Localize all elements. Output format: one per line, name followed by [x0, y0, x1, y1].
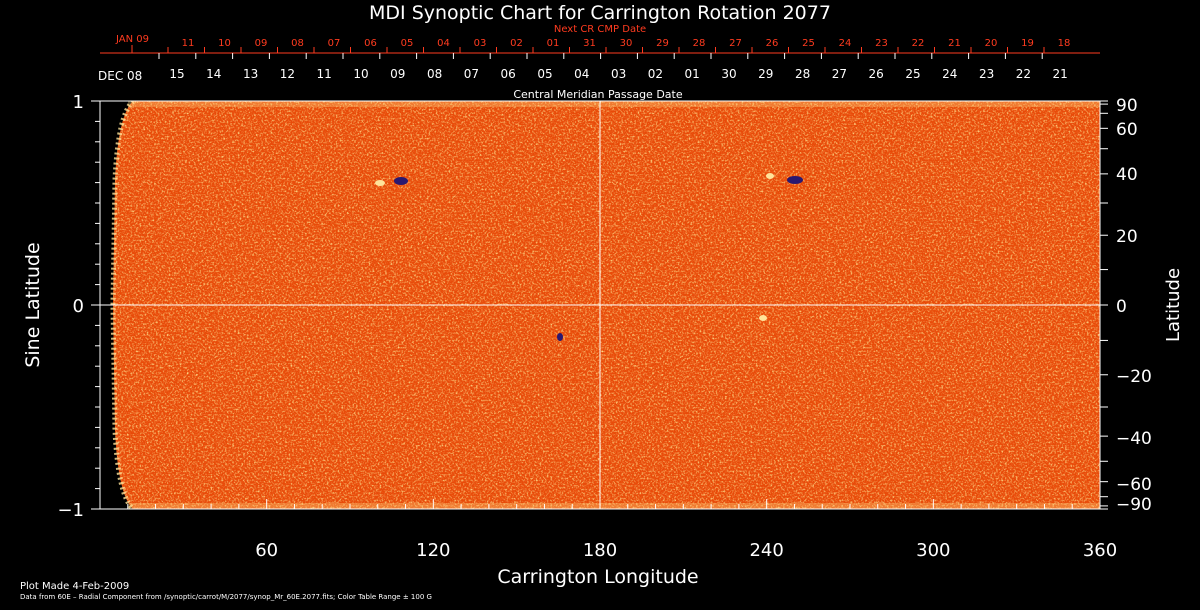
right-y-tick-label: −90 — [1116, 495, 1152, 515]
next-cmp-date-label: 30 — [620, 38, 633, 49]
cmp-date-label: 13 — [243, 67, 258, 81]
cmp-date-label: 15 — [169, 67, 184, 81]
left-y-tick-label: 1 — [73, 92, 84, 113]
left-y-tick-label: 0 — [73, 296, 84, 317]
cmp-date-label: 04 — [574, 67, 589, 81]
active-region-mark — [375, 180, 385, 186]
south-pole-band — [128, 503, 1100, 509]
cmp-date-label: 29 — [758, 67, 773, 81]
cmp-axis-title: Central Meridian Passage Date — [513, 88, 682, 101]
right-y-axis-title: Latitude — [1163, 268, 1184, 342]
cmp-date-label: 06 — [501, 67, 516, 81]
cmp-date-label: 08 — [427, 67, 442, 81]
cmp-date-labels: 15 14 13 12 11 10 09 08 07 06 05 04 03 02 01 30 29 28 27 26… — [158, 53, 1068, 81]
next-cmp-date-label: 27 — [729, 38, 742, 49]
cmp-date-axis: DEC 08 15 14 13 12 11 10 09 08 07 06 05 04 03 02 01 30 2… — [98, 53, 1068, 101]
next-cmp-date-label: 21 — [948, 38, 961, 49]
next-cmp-date-label: 19 — [1021, 38, 1034, 49]
next-cmp-date-label: 04 — [437, 38, 450, 49]
right-y-tick-label: −20 — [1116, 367, 1152, 387]
left-y-tick-label: −1 — [57, 500, 84, 521]
next-cmp-date-label: 20 — [985, 38, 998, 49]
cmp-date-label: 14 — [206, 67, 221, 81]
x-tick-label: 300 — [916, 540, 950, 561]
right-y-tick-label: 0 — [1116, 297, 1127, 317]
x-tick-label: 120 — [416, 540, 450, 561]
cmp-date-label: 27 — [832, 67, 847, 81]
cmp-date-label: 26 — [869, 67, 884, 81]
next-cmp-axis-title: Next CR CMP Date — [554, 24, 646, 35]
next-cmp-date-label: 03 — [474, 38, 487, 49]
next-cmp-date-label: 22 — [912, 38, 925, 49]
right-y-tick-label: −60 — [1116, 475, 1152, 495]
next-cmp-date-label: 08 — [291, 38, 304, 49]
next-cmp-date-label: 01 — [547, 38, 560, 49]
cmp-date-label: 05 — [537, 67, 552, 81]
next-cmp-date-label: 09 — [255, 38, 268, 49]
next-cmp-date-label: 25 — [802, 38, 815, 49]
x-axis-title: Carrington Longitude — [497, 566, 698, 588]
next-cmp-date-label: 23 — [875, 38, 888, 49]
active-region-mark — [766, 173, 774, 179]
left-y-axis-title: Sine Latitude — [22, 242, 44, 367]
active-region-marks — [375, 173, 803, 341]
cmp-date-label: 21 — [1053, 67, 1068, 81]
active-region-mark — [759, 315, 767, 321]
active-region-mark — [394, 177, 408, 185]
next-cmp-axis-start-label: JAN 09 — [115, 34, 149, 45]
right-y-tick-label: 90 — [1116, 96, 1138, 116]
x-tick-label: 240 — [749, 540, 783, 561]
active-region-mark — [787, 176, 803, 184]
cmp-date-label: 24 — [942, 67, 957, 81]
x-tick-label: 360 — [1083, 540, 1117, 561]
next-cmp-date-label: 18 — [1058, 38, 1071, 49]
cmp-date-label: 23 — [979, 67, 994, 81]
right-y-tick-label: −40 — [1116, 429, 1152, 449]
polar-edge-noise — [110, 101, 135, 509]
north-pole-band — [128, 101, 1100, 107]
cmp-date-label: 25 — [905, 67, 920, 81]
plot-made-note: Plot Made 4-Feb-2009 — [20, 581, 129, 592]
right-y-axis: 90 60 40 20 0 −20 −40 −60−90 — [1100, 96, 1152, 515]
cmp-date-label: 09 — [390, 67, 405, 81]
next-cmp-date-label: 29 — [656, 38, 669, 49]
cmp-date-label: 30 — [721, 67, 736, 81]
next-cmp-date-label: 11 — [182, 38, 195, 49]
right-y-tick-label: 40 — [1116, 165, 1138, 185]
cmp-date-label: 01 — [685, 67, 700, 81]
chart-title: MDI Synoptic Chart for Carrington Rotati… — [369, 2, 831, 24]
x-tick-label: 180 — [583, 540, 617, 561]
cmp-date-label: 10 — [353, 67, 368, 81]
x-tick-label: 60 — [255, 540, 278, 561]
left-y-axis: 1 0 −1 — [57, 92, 100, 521]
cmp-date-label: 03 — [611, 67, 626, 81]
right-y-tick-label: 20 — [1116, 227, 1138, 247]
data-source-note: Data from 60E – Radial Component from /s… — [20, 593, 432, 601]
next-cmp-date-label: 07 — [328, 38, 341, 49]
next-cmp-date-label: 28 — [693, 38, 706, 49]
cmp-date-label: 07 — [464, 67, 479, 81]
cmp-date-label: 11 — [317, 67, 332, 81]
cmp-date-label: 28 — [795, 67, 810, 81]
cmp-axis-start-label: DEC 08 — [98, 69, 142, 83]
cmp-date-label: 12 — [280, 67, 295, 81]
next-cmp-date-label: 10 — [218, 38, 231, 49]
x-axis: 60 120 180 240 300 360 — [127, 499, 1117, 561]
next-cmp-date-label: 26 — [766, 38, 779, 49]
next-cmp-date-axis: Next CR CMP Date JAN 09 11 10 09 08 07 06 05 04… — [100, 24, 1100, 54]
next-cmp-date-labels: 11 10 09 08 07 06 05 04 03 02 01 31 30 29 28 27 26 25 24 23… — [131, 38, 1071, 53]
next-cmp-date-label: 06 — [364, 38, 377, 49]
next-cmp-date-label: 31 — [583, 38, 596, 49]
cmp-date-label: 02 — [648, 67, 663, 81]
next-cmp-date-label: 05 — [401, 38, 414, 49]
right-y-tick-label: 60 — [1116, 120, 1138, 140]
cmp-date-label: 22 — [1016, 67, 1031, 81]
next-cmp-date-label: 24 — [839, 38, 852, 49]
active-region-mark — [557, 333, 563, 341]
next-cmp-date-label: 02 — [510, 38, 523, 49]
